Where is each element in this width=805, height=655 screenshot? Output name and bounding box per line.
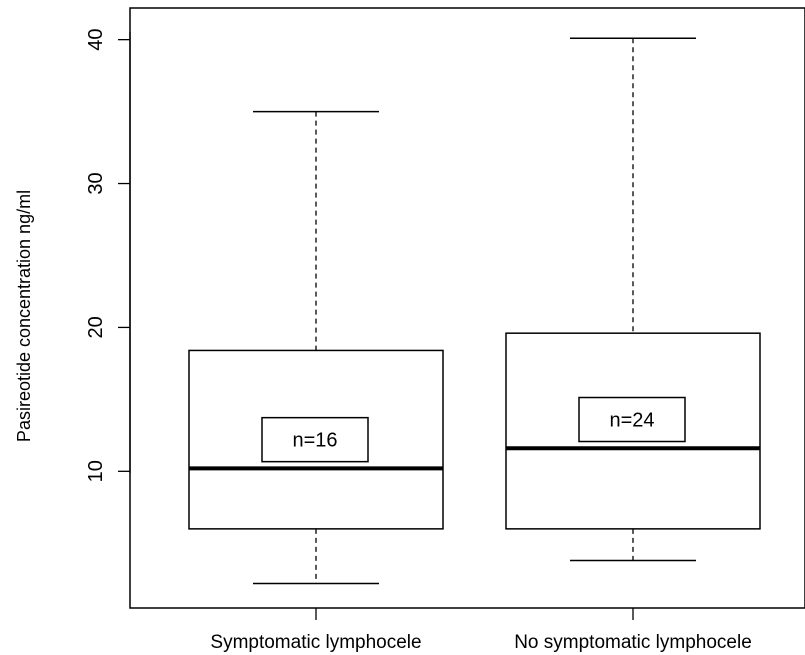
- y-axis: 10 20 30 40: [85, 29, 131, 482]
- n-label: n=24: [609, 410, 654, 432]
- y-tick-label: 30: [85, 172, 107, 194]
- x-categories: Symptomatic lymphocele No symptomatic lym…: [210, 608, 752, 653]
- x-category-label: Symptomatic lymphocele: [210, 632, 421, 653]
- n-label: n=16: [292, 430, 337, 452]
- box-group: n=16: [188, 110, 444, 585]
- y-tick-label: 40: [85, 29, 107, 51]
- y-axis-title: Pasireotide concentration ng/ml: [14, 190, 34, 442]
- box-group: n=24: [505, 37, 761, 562]
- plot-frame: [129, 7, 805, 609]
- y-ticks: 10 20 30 40: [85, 29, 130, 482]
- y-tick-label: 20: [85, 316, 107, 338]
- boxes: n=16 n=24: [188, 37, 761, 585]
- n-label-box: [261, 416, 369, 463]
- n-label-box: [578, 396, 686, 443]
- x-category-label: No symptomatic lymphocele: [514, 632, 752, 653]
- y-tick-label: 10: [85, 460, 107, 482]
